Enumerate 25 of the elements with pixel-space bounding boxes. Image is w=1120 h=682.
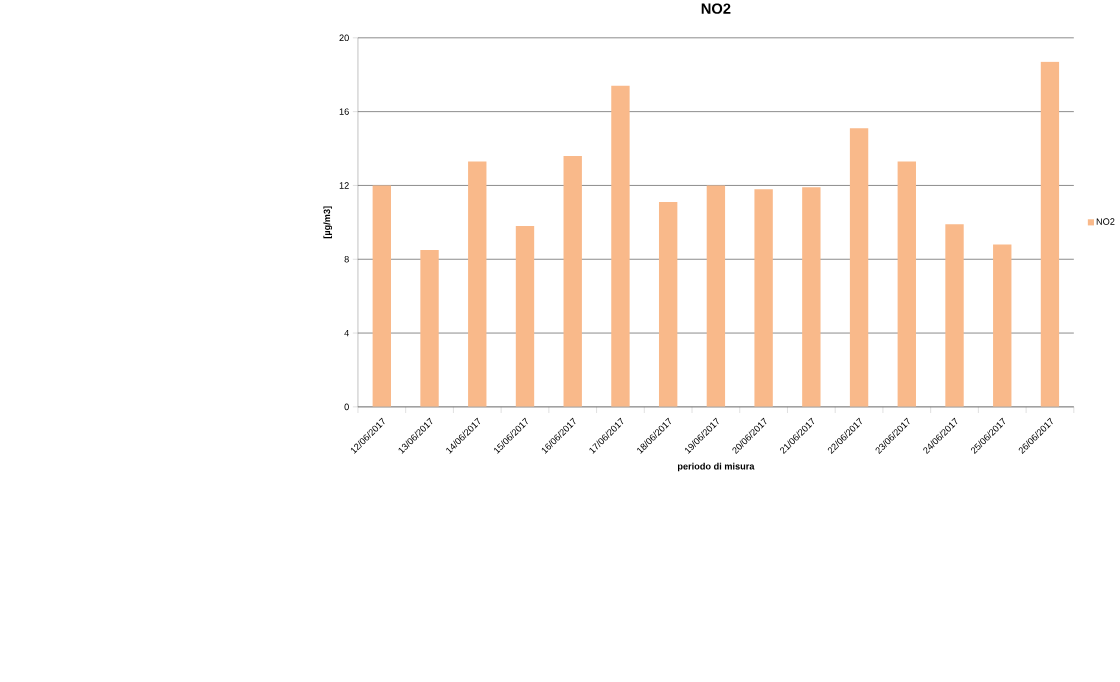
bar [372,185,391,407]
legend-label: NO2 [1096,218,1115,225]
x-axis-title: periodo di misura [677,462,755,472]
bar [945,224,964,407]
y-axis-title: [µg/m3] [323,206,333,239]
y-tick-label: 20 [339,34,349,42]
chart-title: NO2 [701,3,731,14]
y-tick-label: 16 [339,108,349,115]
bar [515,226,535,407]
bar [802,187,821,407]
bar [897,161,916,407]
bar [420,250,439,407]
bar [563,156,582,407]
bar [754,189,773,407]
y-tick-label: 4 [344,329,349,337]
y-tick-label: 8 [344,256,349,263]
bar [1040,61,1060,407]
bar [611,85,630,407]
y-tick-label: 0 [344,403,349,411]
bar [658,202,678,407]
bar [468,161,487,407]
bar [849,128,869,407]
bar [993,244,1012,407]
y-tick-label: 12 [339,182,349,189]
bar [706,185,726,407]
